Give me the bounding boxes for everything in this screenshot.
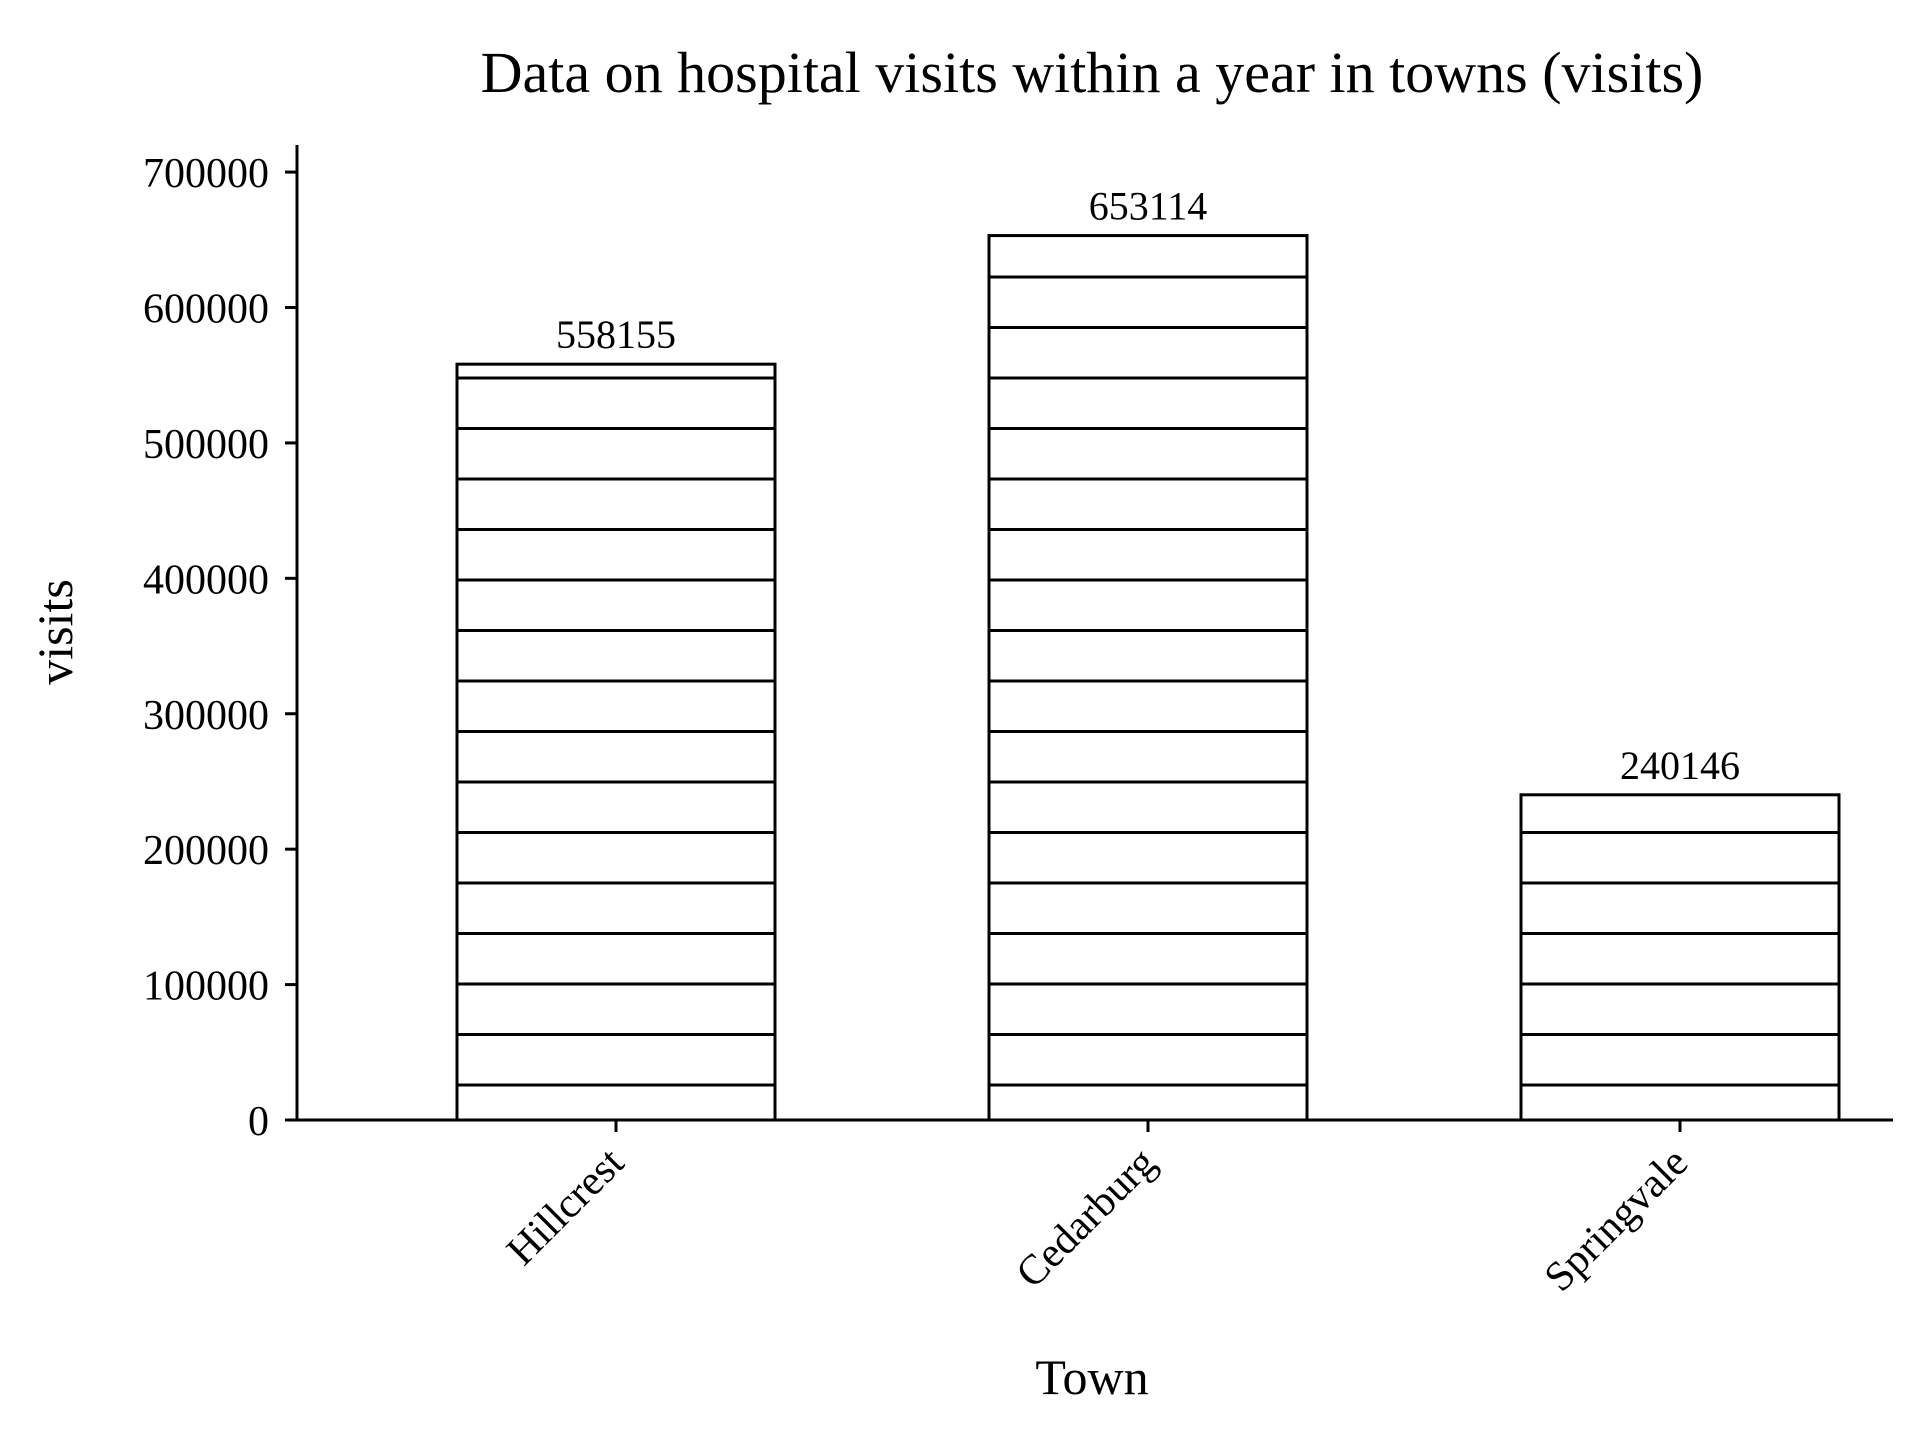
y-tick-label: 300000: [143, 693, 269, 739]
bar-hillcrest: [455, 362, 777, 1122]
x-tick-label: Cedarburg: [1008, 1140, 1165, 1297]
x-axis-label: Town: [1035, 1349, 1148, 1405]
x-tick-label: Hillcrest: [498, 1139, 633, 1274]
bar-data-label: 240146: [1620, 743, 1740, 788]
y-tick-label: 200000: [143, 828, 269, 874]
x-axis-ticks: Hillcrest Cedarburg Springvale: [498, 1120, 1697, 1301]
bar-data-label: 653114: [1089, 184, 1208, 229]
bar-group: [987, 234, 1309, 1122]
bar-springvale: [1519, 793, 1841, 1122]
x-tick-label: Springvale: [1536, 1140, 1697, 1301]
y-tick-label: 600000: [143, 287, 269, 333]
bar-cedarburg: [987, 234, 1309, 1122]
y-tick-label: 500000: [143, 422, 269, 468]
y-axis-label: visits: [27, 579, 83, 685]
bars-layer: 558155 653114 240146: [455, 184, 1841, 1122]
chart-title: Data on hospital visits within a year in…: [481, 40, 1704, 105]
y-axis-ticks: 0 100000 200000 300000 400000 500000 600000 700…: [143, 151, 297, 1145]
y-tick-label: 400000: [143, 557, 269, 603]
y-tick-label: 100000: [143, 964, 269, 1010]
bar-group: [455, 362, 777, 1122]
y-tick-label: 700000: [143, 151, 269, 197]
bar-group: [1519, 793, 1841, 1122]
bar-data-label: 558155: [556, 312, 676, 357]
y-tick-label: 0: [248, 1099, 269, 1145]
